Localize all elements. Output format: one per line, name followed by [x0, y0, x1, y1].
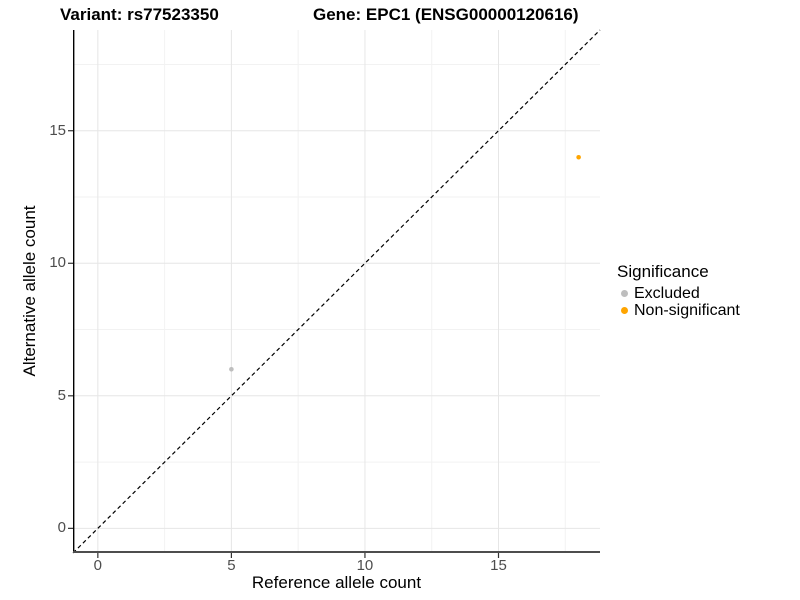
- y-tick-label: 5: [57, 386, 66, 404]
- legend-title: Significance: [617, 262, 709, 281]
- data-point-excluded: [229, 367, 234, 372]
- variant-title: Variant: rs77523350: [60, 5, 219, 24]
- x-tick-label: 10: [356, 557, 374, 574]
- identity-line: [72, 29, 601, 554]
- x-tick-label: 0: [93, 557, 102, 574]
- y-tick-label: 0: [57, 519, 66, 537]
- gene-title: Gene: EPC1 (ENSG00000120616): [313, 5, 579, 24]
- plot-area: [68, 29, 601, 558]
- legend-swatch-icon: [621, 307, 628, 314]
- x-tick-label: 15: [490, 557, 507, 574]
- y-axis-title: Alternative allele count: [20, 205, 39, 377]
- y-tick-label: 10: [49, 254, 66, 272]
- legend-item-label: Non-significant: [634, 301, 740, 319]
- x-axis-title: Reference allele count: [251, 573, 422, 592]
- legend-item-label: Excluded: [634, 284, 700, 302]
- legend: Significance Excluded Non-significant: [617, 262, 740, 319]
- legend-items: Excluded Non-significant: [617, 285, 740, 319]
- x-tick-label: 5: [227, 557, 236, 574]
- legend-item: Excluded: [617, 285, 740, 302]
- legend-swatch-icon: [621, 290, 628, 297]
- data-point-non-significant: [576, 154, 581, 160]
- legend-item: Non-significant: [617, 302, 740, 319]
- y-tick-label: 15: [49, 121, 66, 139]
